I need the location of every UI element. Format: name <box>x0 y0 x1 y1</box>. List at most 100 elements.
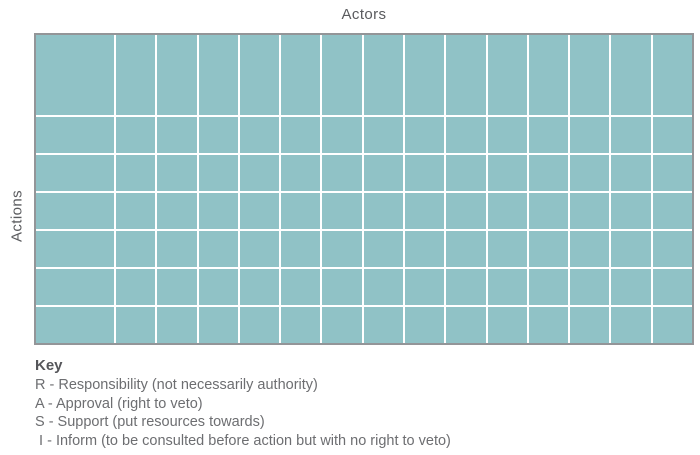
matrix-cell <box>404 231 445 267</box>
matrix-cell <box>281 269 321 305</box>
matrix-cell <box>281 35 321 115</box>
matrix-cell <box>363 193 403 229</box>
legend-title: Key <box>35 357 63 374</box>
matrix-cell <box>363 269 403 305</box>
matrix-cell <box>611 35 651 115</box>
matrix-cell <box>446 35 486 115</box>
matrix-cell <box>487 35 527 115</box>
matrix-cell <box>487 307 527 343</box>
matrix-cell <box>36 231 114 267</box>
matrix-cell <box>281 231 321 267</box>
matrix-cell <box>487 193 527 229</box>
matrix-cell <box>363 231 403 267</box>
matrix-cell <box>322 269 362 305</box>
matrix-cell <box>36 117 114 153</box>
matrix-cell <box>528 269 569 305</box>
matrix-cell <box>322 35 362 115</box>
matrix-cell <box>116 117 156 153</box>
matrix-cell <box>611 269 651 305</box>
matrix-cell <box>322 307 362 343</box>
legend-item-responsibility: R - Responsibility (not necessarily auth… <box>35 377 318 393</box>
y-axis-label: Actions <box>8 190 26 242</box>
matrix-cell <box>157 193 197 229</box>
matrix-cell <box>570 269 610 305</box>
matrix-cell <box>652 231 692 267</box>
matrix-cell <box>363 35 403 115</box>
matrix-cell <box>239 117 280 153</box>
matrix-cell <box>239 155 280 191</box>
matrix-cell <box>652 117 692 153</box>
matrix-cell <box>446 193 486 229</box>
matrix-cell <box>570 231 610 267</box>
matrix-cell <box>446 155 486 191</box>
matrix-cell <box>198 155 238 191</box>
matrix-cell <box>281 117 321 153</box>
matrix-cell <box>116 155 156 191</box>
matrix-cell <box>404 117 445 153</box>
matrix-cell <box>116 193 156 229</box>
matrix-cell <box>157 155 197 191</box>
matrix-cell <box>446 269 486 305</box>
matrix-cell <box>239 231 280 267</box>
matrix-cell <box>611 117 651 153</box>
matrix-cell <box>116 307 156 343</box>
matrix-cell <box>487 155 527 191</box>
matrix-cell <box>446 231 486 267</box>
legend-item-support: S - Support (put resources towards) <box>35 414 265 430</box>
matrix-cell <box>570 35 610 115</box>
matrix-cell <box>570 117 610 153</box>
matrix-cell <box>652 307 692 343</box>
matrix-cell <box>611 193 651 229</box>
matrix-cell <box>198 35 238 115</box>
matrix-cell <box>281 193 321 229</box>
matrix-cell <box>363 155 403 191</box>
matrix-cell <box>36 307 114 343</box>
matrix-cell <box>404 35 445 115</box>
matrix-cell <box>198 117 238 153</box>
matrix-cell <box>487 117 527 153</box>
matrix-cell <box>198 307 238 343</box>
matrix-cell <box>487 231 527 267</box>
matrix-cell <box>528 155 569 191</box>
matrix-cell <box>446 307 486 343</box>
legend-item-inform: I - Inform (to be consulted before actio… <box>35 432 451 449</box>
matrix-cell <box>363 307 403 343</box>
matrix-cell <box>528 193 569 229</box>
matrix-cell <box>570 307 610 343</box>
matrix-cell <box>239 35 280 115</box>
matrix-cell <box>652 269 692 305</box>
matrix-cell <box>36 155 114 191</box>
matrix-cell <box>239 307 280 343</box>
matrix-grid <box>34 33 694 345</box>
legend: Key R - Responsibility (not necessarily … <box>35 356 451 450</box>
matrix-cell <box>528 117 569 153</box>
matrix-cell <box>36 269 114 305</box>
matrix-cell <box>157 231 197 267</box>
matrix-cell <box>198 269 238 305</box>
matrix-cell <box>528 231 569 267</box>
matrix-cell <box>36 35 114 115</box>
matrix-cell <box>652 193 692 229</box>
chart-title: Actors <box>341 6 387 23</box>
matrix-cell <box>198 231 238 267</box>
matrix-cell <box>570 193 610 229</box>
matrix-cell <box>652 155 692 191</box>
legend-item-approval: A - Approval (right to veto) <box>35 395 203 412</box>
matrix-cell <box>239 269 280 305</box>
matrix-cell <box>322 117 362 153</box>
matrix-cell <box>281 307 321 343</box>
matrix-cell <box>363 117 403 153</box>
matrix-cell <box>116 269 156 305</box>
matrix-cell <box>404 307 445 343</box>
matrix-cell <box>404 155 445 191</box>
matrix-cell <box>528 307 569 343</box>
matrix-cell <box>528 35 569 115</box>
matrix-cell <box>157 269 197 305</box>
matrix-cell <box>652 35 692 115</box>
matrix-cell <box>404 269 445 305</box>
matrix-cell <box>611 307 651 343</box>
matrix-cell <box>611 155 651 191</box>
matrix-cell <box>116 231 156 267</box>
matrix-cell <box>281 155 321 191</box>
